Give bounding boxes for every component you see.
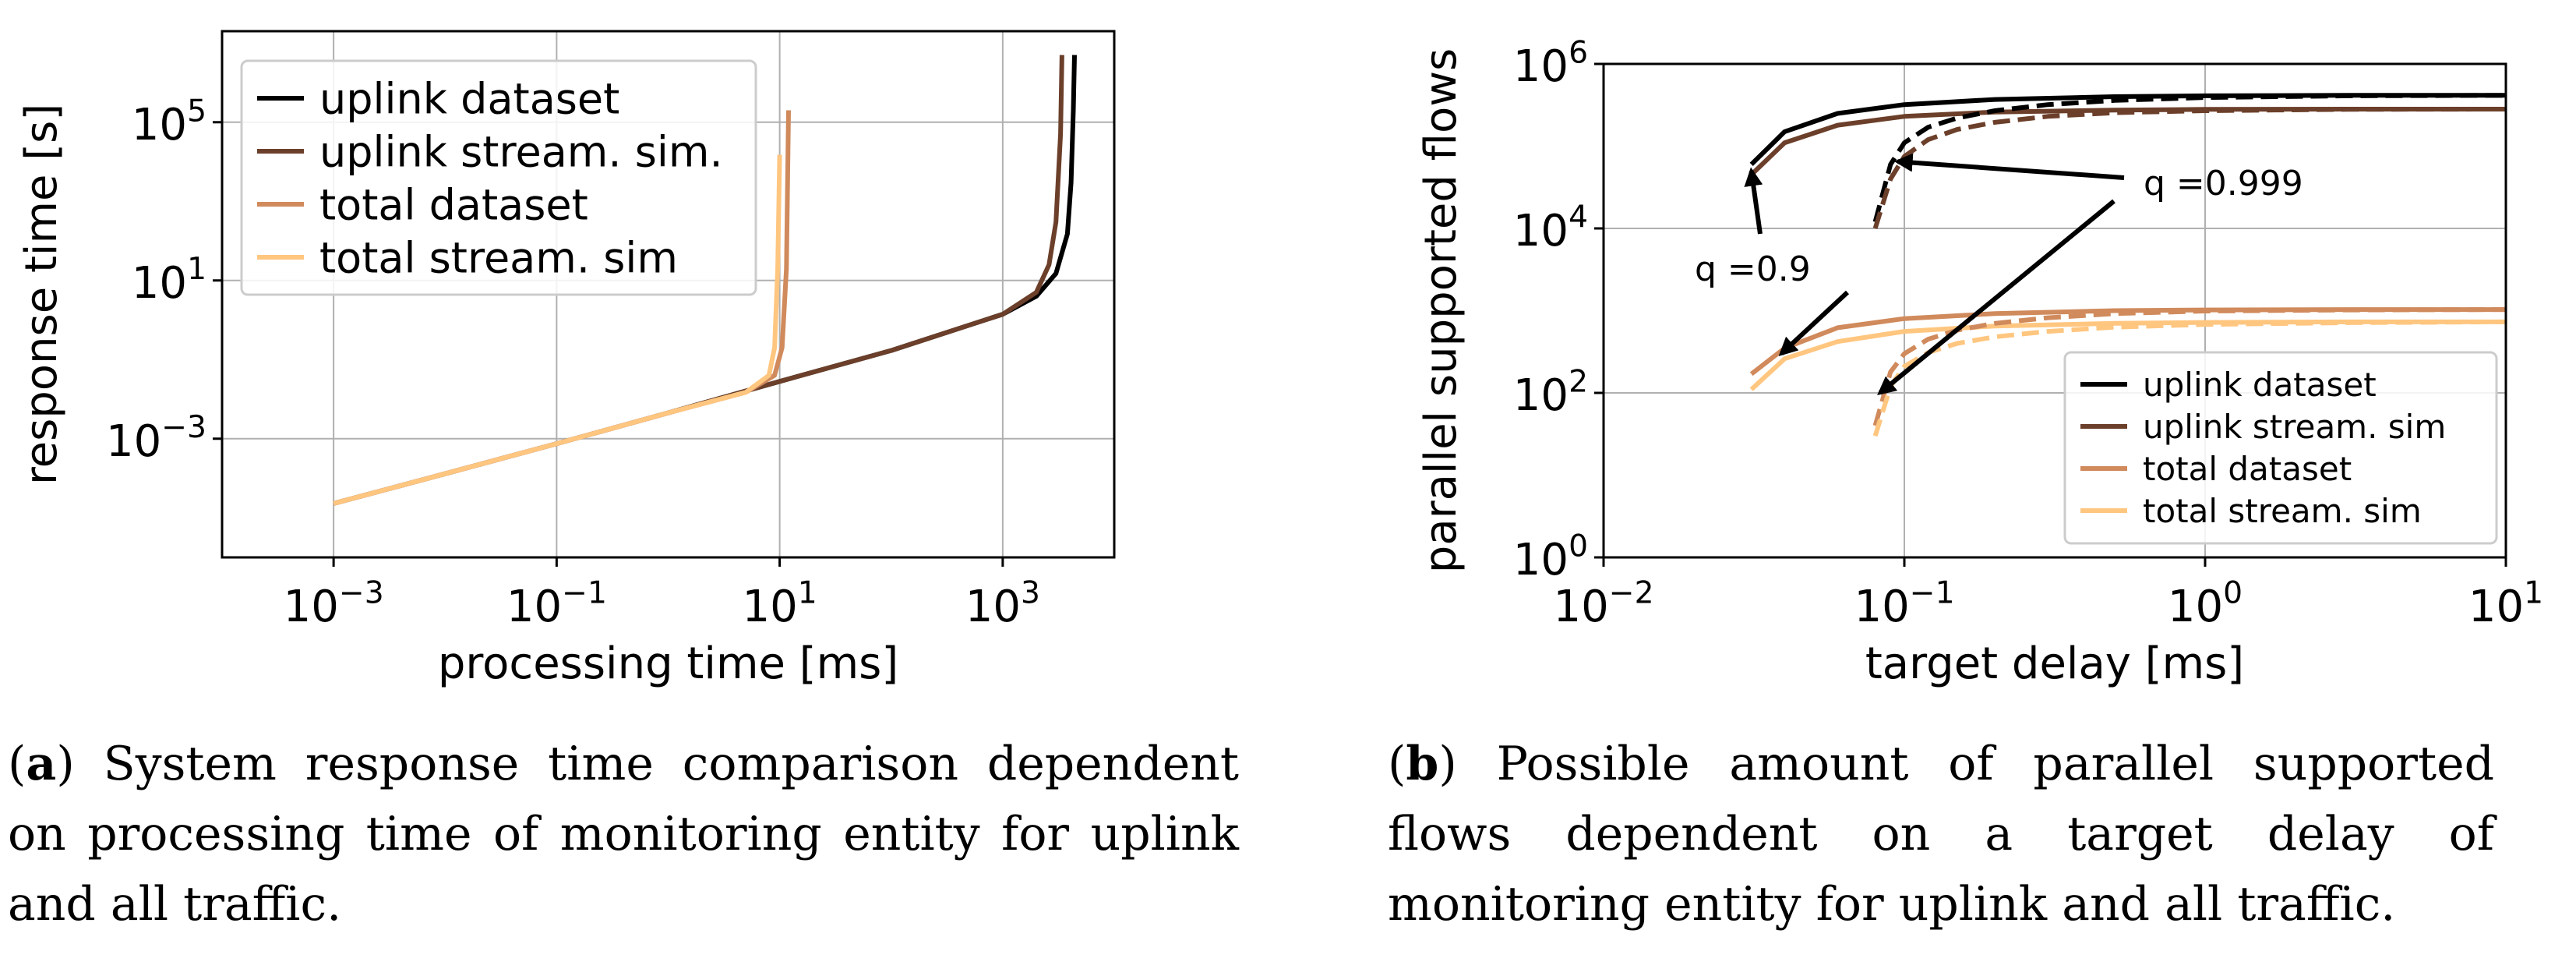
annotation-arrow bbox=[1877, 199, 2115, 396]
x-axis-label: processing time [ms] bbox=[438, 638, 898, 689]
annotation-0: q =0.9 bbox=[1695, 167, 1850, 356]
series-line-total-stream-sim-q0.999 bbox=[1872, 319, 2506, 437]
x-tick-label: 10−1 bbox=[506, 575, 607, 632]
series-line-uplink-stream-sim-q0.9 bbox=[1749, 107, 2506, 177]
chart-b: 10−2 10−1 100 101 100 102 104 106 target delay [… bbox=[1416, 35, 2543, 689]
y-tick-label: 10−3 bbox=[106, 410, 206, 467]
x-tick-label: 100 bbox=[2168, 575, 2243, 632]
y-tick-label: 101 bbox=[132, 252, 206, 309]
figure-b: 10−2 10−1 100 101 100 102 104 106 target delay [… bbox=[1288, 0, 2576, 976]
legend-box bbox=[240, 59, 757, 296]
x-axis-label: target delay [ms] bbox=[1865, 638, 2244, 689]
legend-label: uplink stream. sim. bbox=[319, 127, 723, 176]
y-tick-label: 106 bbox=[1513, 35, 1588, 92]
annotation-arrow bbox=[1778, 290, 1850, 356]
series-line-uplink-dataset-q0.9 bbox=[1749, 93, 2506, 167]
series-line-uplink-stream-sim-q0.999 bbox=[1872, 107, 2506, 229]
annotation-arrow bbox=[1744, 167, 1763, 235]
annotation-1: q =0.999 bbox=[1877, 153, 2303, 396]
y-tick-label: 100 bbox=[1513, 529, 1588, 585]
caption-a-text: System response time comparison dependen… bbox=[8, 737, 1239, 932]
annotation-arrow bbox=[1893, 153, 2125, 180]
legend-label: total dataset bbox=[2143, 450, 2352, 488]
x-tick-label: 10−1 bbox=[1854, 575, 1954, 632]
x-tick-label: 10−2 bbox=[1553, 575, 1653, 632]
caption-b-text: Possible amount of parallel supported fl… bbox=[1388, 737, 2494, 932]
series-line-total-stream-sim bbox=[333, 154, 782, 506]
y-tick-label: 102 bbox=[1513, 364, 1588, 421]
caption-a-label: a bbox=[26, 737, 57, 791]
figure-a: 10−3 10−1 101 103 10−3 101 105 processing time … bbox=[8, 30, 1239, 932]
y-tick-label: 104 bbox=[1513, 200, 1588, 256]
legend-label: total stream. sim bbox=[2143, 492, 2422, 530]
caption-a: (a) System response time comparison depe… bbox=[8, 737, 1239, 932]
plot-frame bbox=[1602, 62, 2507, 559]
x-tick-label: 101 bbox=[743, 575, 817, 632]
legend-label: uplink dataset bbox=[2143, 366, 2377, 404]
series-group bbox=[333, 55, 1077, 506]
legend-label: total stream. sim bbox=[319, 233, 678, 282]
legend-box bbox=[2063, 351, 2498, 545]
legend: uplink dataset uplink stream. sim total da… bbox=[2063, 351, 2498, 545]
y-axis-label: response time [s] bbox=[16, 104, 67, 485]
series-line-uplink-dataset-q0.999 bbox=[1872, 93, 2506, 223]
caption-b: (b) Possible amount of parallel supporte… bbox=[1388, 737, 2494, 932]
series-group bbox=[1749, 93, 2506, 437]
annotation-label: q =0.999 bbox=[2144, 164, 2303, 203]
chart-a: 10−3 10−1 101 103 10−3 101 105 processing time … bbox=[16, 30, 1116, 689]
x-tick-label: 101 bbox=[2468, 575, 2543, 632]
legend-label: uplink dataset bbox=[319, 74, 619, 123]
annotation-label: q =0.9 bbox=[1695, 249, 1811, 289]
y-tick-label: 105 bbox=[132, 94, 206, 150]
y-axis-label: parallel supported flows bbox=[1416, 48, 1466, 573]
plot-frame bbox=[221, 30, 1116, 559]
caption-b-label: b bbox=[1406, 737, 1439, 791]
legend-label: uplink stream. sim bbox=[2143, 408, 2446, 446]
x-tick-label: 10−3 bbox=[284, 575, 384, 632]
legend-label: total dataset bbox=[319, 180, 588, 229]
series-line-total-dataset-q0.999 bbox=[1872, 307, 2506, 426]
x-tick-label: 103 bbox=[965, 575, 1040, 632]
